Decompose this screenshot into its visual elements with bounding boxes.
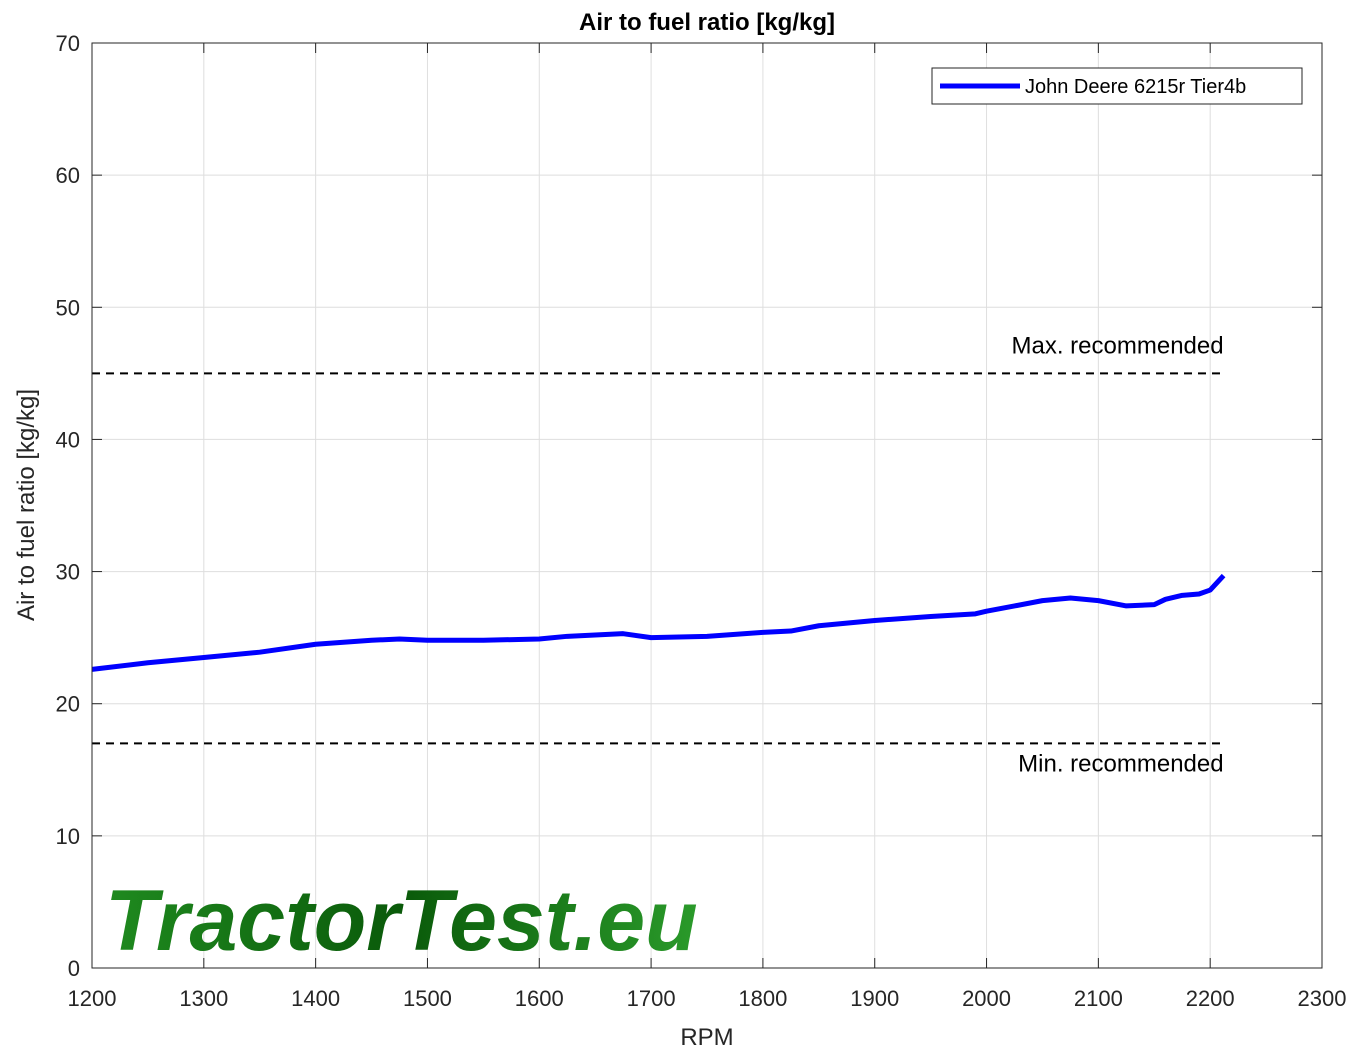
x-tick-label: 1500 <box>403 986 452 1011</box>
x-axis-label: RPM <box>680 1024 733 1051</box>
plot-frame <box>91 42 1323 969</box>
x-tick-label: 2000 <box>962 986 1011 1011</box>
x-tick-label: 2300 <box>1298 986 1347 1011</box>
y-tick-label: 20 <box>56 692 80 717</box>
y-tick-label: 0 <box>68 956 80 981</box>
x-tick-label: 1400 <box>291 986 340 1011</box>
x-tick-label: 2100 <box>1074 986 1123 1011</box>
reference-label: Min. recommended <box>1018 750 1223 777</box>
y-tick-label: 30 <box>56 560 80 585</box>
x-tick-label: 1600 <box>515 986 564 1011</box>
reference-label: Max. recommended <box>1012 332 1224 359</box>
x-tick-label: 2200 <box>1186 986 1235 1011</box>
y-tick-label: 40 <box>56 427 80 452</box>
x-tick-label: 1200 <box>68 986 117 1011</box>
y-axis-label: Air to fuel ratio [kg/kg] <box>13 389 40 621</box>
data-line <box>91 573 1226 672</box>
x-tick-label: 1900 <box>850 986 899 1011</box>
x-tick-label: 1300 <box>179 986 228 1011</box>
y-tick-label: 70 <box>56 31 80 56</box>
y-tick-label: 10 <box>56 824 80 849</box>
chart-title: Air to fuel ratio [kg/kg] <box>579 9 835 36</box>
legend: John Deere 6215r Tier4b <box>931 67 1303 105</box>
legend-label: John Deere 6215r Tier4b <box>1025 76 1246 98</box>
y-tick-label: 50 <box>56 295 80 320</box>
x-tick-label: 1800 <box>738 986 787 1011</box>
y-tick-label: 60 <box>56 163 80 188</box>
x-tick-label: 1700 <box>627 986 676 1011</box>
watermark: TractorTest.eu <box>105 873 698 969</box>
